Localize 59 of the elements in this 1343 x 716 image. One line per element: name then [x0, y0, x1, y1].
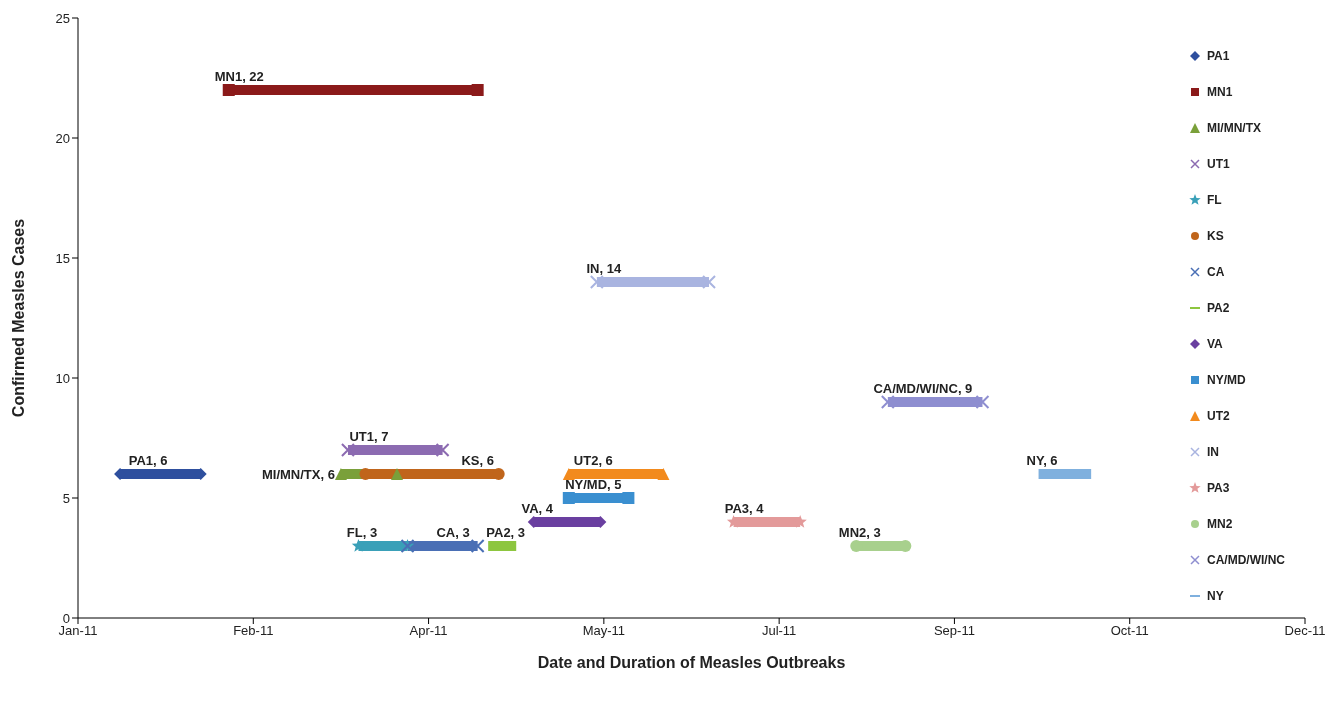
- y-tick-label: 20: [55, 130, 70, 146]
- legend-label: UT1: [1207, 157, 1230, 171]
- annotation: PA3, 4: [724, 501, 765, 516]
- y-tick-label: 5: [62, 490, 70, 506]
- legend-label: FL: [1207, 193, 1222, 207]
- x-tick-label: Jul-11: [761, 623, 797, 639]
- point: [880, 395, 895, 409]
- y-tick-label: 0: [62, 610, 70, 626]
- annotation: CA/MD/WI/NC, 9: [873, 381, 973, 396]
- y-tick-label: 25: [55, 10, 70, 26]
- legend-label: PA2: [1207, 301, 1230, 315]
- annotation: UT2, 6: [573, 453, 613, 468]
- y-tick-label: 15: [55, 250, 70, 266]
- annotation: PA1, 6: [128, 453, 168, 468]
- point: [470, 539, 485, 553]
- legend-label: PA1: [1207, 49, 1230, 63]
- x-tick-label: Dec-11: [1284, 623, 1326, 639]
- legend-label: MN2: [1207, 517, 1233, 531]
- annotation: FL, 3: [346, 525, 378, 540]
- legend-label: NY: [1207, 589, 1224, 603]
- point: [562, 492, 575, 504]
- legend-label: NY/MD: [1207, 373, 1246, 387]
- point: [622, 492, 635, 504]
- point: [589, 275, 604, 289]
- annotation: UT1, 7: [349, 429, 389, 444]
- legend-label: UT2: [1207, 409, 1230, 423]
- legend-label: IN: [1207, 445, 1219, 459]
- annotation: PA2, 3: [486, 525, 526, 540]
- y-tick-label: 10: [55, 370, 70, 386]
- annotation: MN1, 22: [214, 69, 264, 84]
- annotation: VA, 4: [521, 501, 554, 516]
- point: [435, 443, 450, 457]
- x-tick-label: Sep-11: [933, 623, 975, 639]
- annotation: KS, 6: [461, 453, 494, 468]
- annotation: MI/MN/TX, 6: [261, 466, 335, 482]
- annotation: NY, 6: [1026, 453, 1058, 468]
- point: [471, 84, 484, 96]
- annotation: MN2, 3: [838, 525, 881, 540]
- x-tick-label: Apr-11: [409, 623, 448, 639]
- x-axis-title: Date and Duration of Measles Outbreaks: [537, 654, 846, 671]
- annotation: CA, 3: [436, 525, 470, 540]
- annotation: NY/MD, 5: [565, 477, 622, 492]
- legend-label: MI/MN/TX: [1207, 121, 1261, 135]
- x-tick-label: Feb-11: [233, 623, 274, 639]
- legend-label: MN1: [1207, 85, 1233, 99]
- annotation: IN, 14: [586, 261, 622, 276]
- point: [340, 443, 355, 457]
- point: [222, 84, 235, 96]
- legend-label: VA: [1207, 337, 1223, 351]
- legend-label: KS: [1207, 229, 1224, 243]
- x-tick-label: Oct-11: [1110, 623, 1149, 639]
- legend-label: CA/MD/WI/NC: [1207, 553, 1285, 567]
- point: [975, 395, 990, 409]
- legend-label: CA: [1207, 265, 1225, 279]
- y-axis-title: Confirmed Measles Cases: [9, 218, 27, 418]
- legend-label: PA3: [1207, 481, 1230, 495]
- point: [702, 275, 717, 289]
- x-tick-label: May-11: [582, 623, 626, 639]
- x-tick-label: Jan-11: [58, 623, 98, 639]
